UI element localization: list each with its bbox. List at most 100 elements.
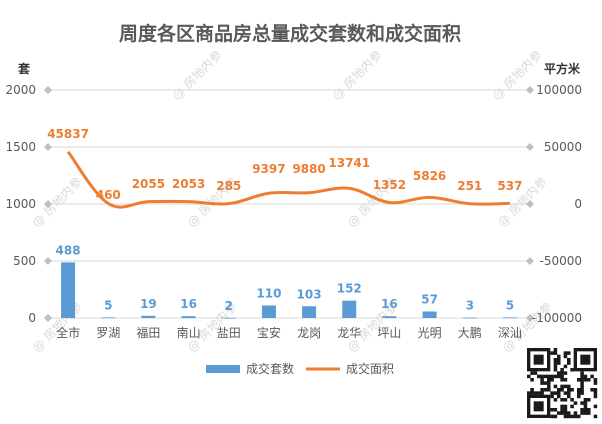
line-value-label: 537 [497,179,522,193]
qr-module [557,411,561,415]
left-axis-unit: 套 [17,61,31,76]
qr-module [560,384,564,389]
left-tick-label: 0 [28,311,36,325]
qr-module [563,378,568,382]
line-value-label: 460 [96,188,121,202]
qr-module [547,381,551,385]
right-axis-unit: 平方米 [544,61,581,76]
qr-module [563,391,568,395]
qr-module [577,414,581,419]
category-label: 全市 [56,325,80,340]
bar-value-label: 57 [421,293,438,307]
qr-module [553,391,558,395]
qr-module [593,381,598,385]
qr-module [580,371,584,375]
qr-module [553,384,558,389]
qr-module [583,378,588,382]
bar-value-label: 103 [297,287,322,301]
qr-module [567,394,571,399]
qr-module [587,378,591,382]
line-value-label: 45837 [47,127,89,141]
qr-module [573,414,578,419]
qr-module [577,378,581,382]
qr-module [530,391,534,395]
qr-module [530,371,534,375]
watermark-text: @ 房地内参 [329,47,385,103]
qr-module [580,381,584,385]
line-value-label: 5826 [413,169,446,183]
watermark-text: @ 房地内参 [169,47,225,103]
bar-龙岗 [302,306,317,318]
line-value-label: 9397 [252,162,285,176]
qr-module [580,378,584,382]
bar-value-label: 488 [56,243,81,257]
grid-marker-right [526,257,534,265]
qr-module [580,401,584,405]
qr-module [577,391,581,395]
qr-module [593,394,598,399]
qr-module [563,354,568,359]
category-label: 深汕 [498,326,522,340]
qr-module [583,408,588,412]
bar-福田 [141,315,156,318]
right-tick-label: 50000 [544,140,582,154]
qr-module [590,374,594,379]
line-value-label: 13741 [328,156,370,170]
bar-盐田 [221,317,236,319]
bar-光明 [422,311,437,318]
line-value-label: 1352 [373,178,406,192]
qr-module [567,361,571,365]
qr-module [580,408,584,412]
legend-swatch-units [206,365,240,373]
qr-module [570,404,574,409]
qr-module [553,351,558,355]
qr-module [573,401,578,405]
qr-module [567,351,571,355]
chart-title: 周度各区商品房总量成交套数和成交面积 [119,22,461,45]
right-tick-label: -100000 [532,311,582,325]
qr-module [557,361,561,365]
category-label: 罗湖 [96,325,120,340]
grid-marker-left [44,200,52,208]
bar-value-label: 5 [506,298,514,312]
qr-module [550,378,554,382]
grid-marker-left [44,314,52,322]
qr-module [583,404,588,409]
qr-module [563,384,568,389]
qr-module [560,404,564,409]
legend-label-units: 成交套数 [246,361,294,376]
qr-module [567,358,571,362]
qr-module [563,404,568,409]
qr-module [553,361,558,365]
qr-module [560,408,564,412]
qr-module [587,408,591,412]
left-tick-label: 1000 [5,197,36,211]
qr-module [540,388,544,392]
qr-module [547,378,551,382]
qr-module [533,391,538,395]
qr-module [560,398,564,402]
bar-value-label: 19 [140,297,157,311]
category-label: 盐田 [217,326,241,340]
right-tick-label: 0 [574,197,582,211]
qr-module [557,371,561,375]
grid-marker-left [44,143,52,151]
qr-module [587,411,591,415]
watermark-text: @ 房地内参 [29,174,85,230]
qr-module [543,374,548,379]
bar-value-label: 110 [256,286,281,300]
qr-module [557,358,561,362]
qr-module [567,391,571,395]
qr-module [527,374,531,379]
qr-module [563,364,568,369]
qr-module [583,398,588,402]
qr-module [560,411,564,415]
line-series-area [66,150,510,209]
bar-value-label: 16 [381,297,398,311]
qr-module [563,371,568,375]
qr-finder-inner [533,354,544,365]
qr-module [540,381,544,385]
qr-module [557,394,561,399]
qr-module [557,354,561,359]
